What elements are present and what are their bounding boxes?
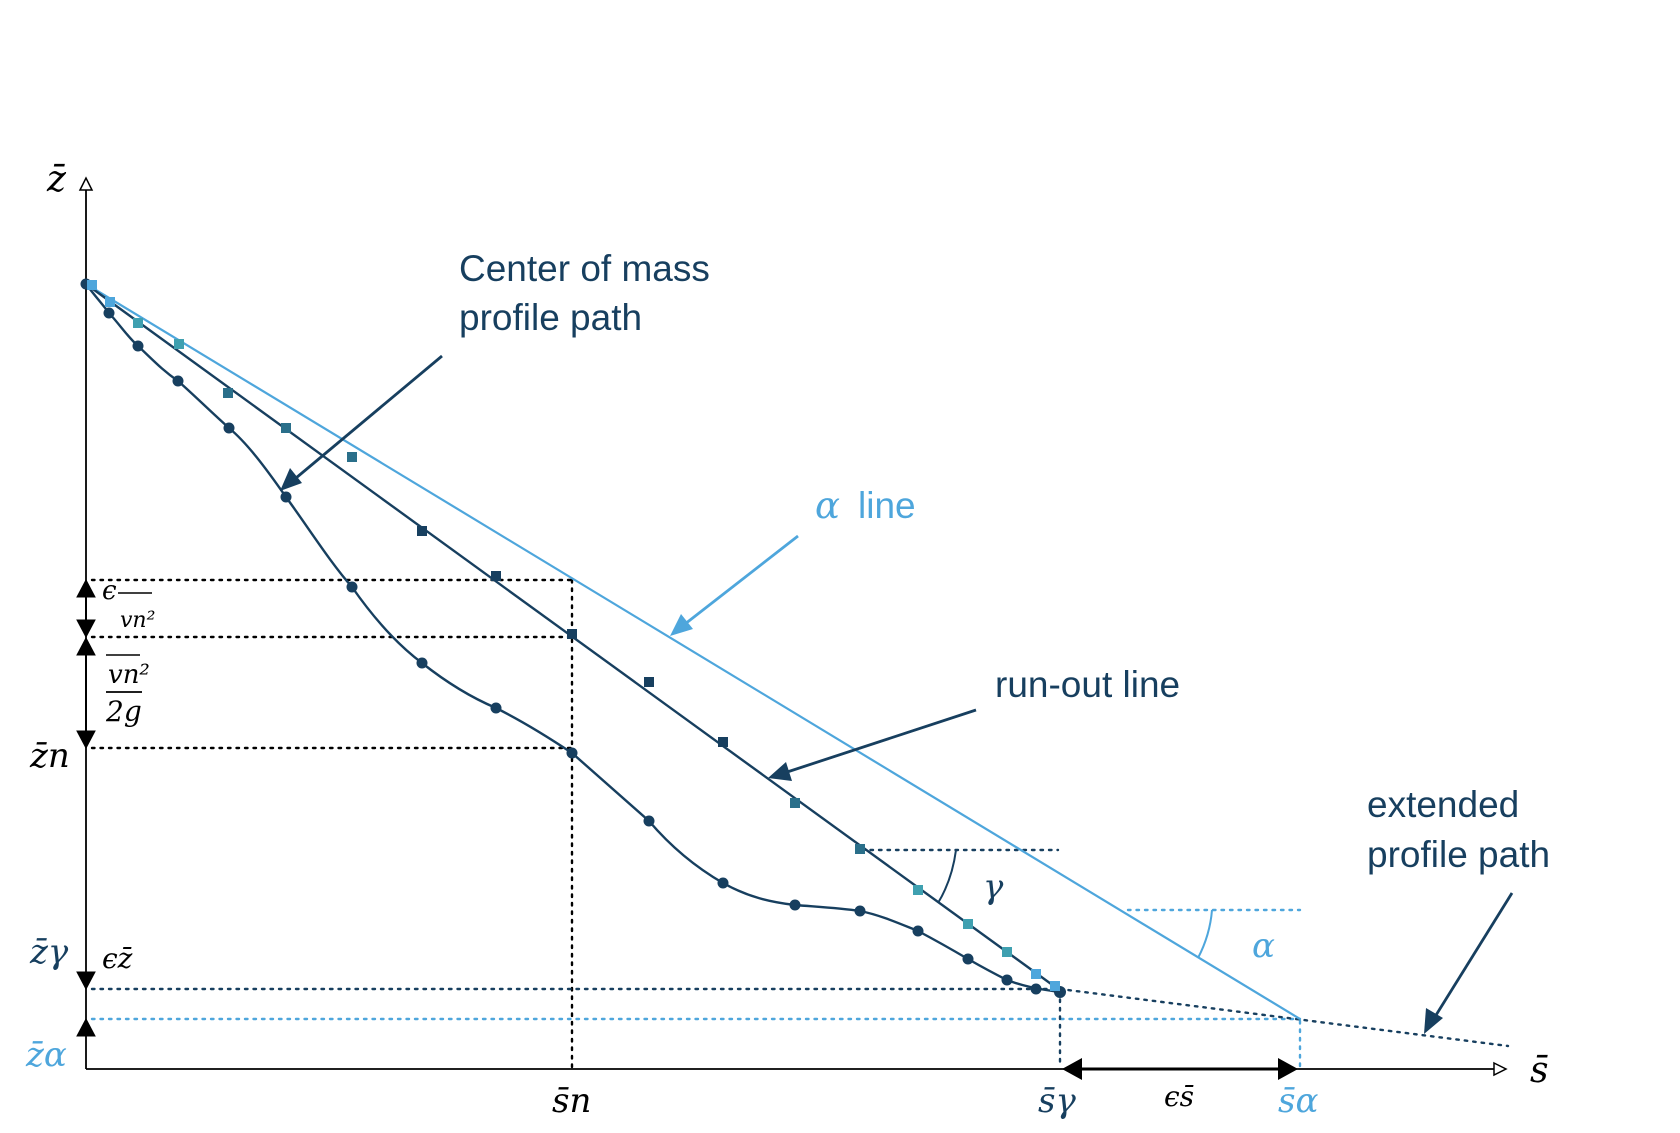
- path-point: [172, 375, 184, 387]
- z-axis-arrowhead: [78, 176, 94, 191]
- runout-line-arrowhead: [768, 762, 792, 781]
- path-point: [717, 877, 729, 889]
- path-point: [566, 747, 578, 759]
- path-point: [643, 815, 655, 827]
- path-point: [346, 581, 358, 593]
- center-of-mass-label-line1: Center of mass: [459, 248, 710, 289]
- gamma-angle-arc: [937, 849, 957, 904]
- runout-point: [133, 318, 143, 328]
- path-point: [490, 702, 502, 714]
- s-alpha-label: s̄α: [1278, 1081, 1318, 1121]
- eps-s-measurement: [1062, 1058, 1298, 1080]
- runout-line-arrow: [774, 708, 977, 778]
- profile-path-points: [80, 278, 1066, 998]
- runout-point: [644, 677, 654, 687]
- runout-point: [1050, 981, 1060, 991]
- alpha-angle-label: α: [1252, 926, 1275, 966]
- extended-path-arrow: [1426, 892, 1514, 1029]
- extended-path-arrowhead: [1424, 1008, 1443, 1034]
- s-axis-label: s̄: [1530, 1050, 1548, 1091]
- runout-point: [223, 388, 233, 398]
- runout-point: [105, 297, 115, 307]
- center-of-mass-label-line2: profile path: [459, 297, 642, 338]
- extended-profile-path-line: [1058, 987, 1510, 1048]
- s-gamma-label: s̄γ: [1038, 1081, 1076, 1121]
- path-point: [854, 905, 866, 917]
- runout-point: [1031, 969, 1041, 979]
- axes: [78, 176, 1508, 1077]
- s-n-label: s̄n: [552, 1081, 591, 1121]
- center-of-mass-arrowhead: [280, 468, 302, 491]
- path-point: [280, 491, 292, 503]
- v2-denominator: 2g: [105, 695, 142, 728]
- path-point: [132, 340, 144, 352]
- path-point: [962, 953, 974, 965]
- alpha-line-arrow: [675, 534, 799, 633]
- path-point: [789, 899, 801, 911]
- s-axis-arrowhead: [1493, 1061, 1508, 1077]
- center-of-mass-arrow: [283, 354, 443, 490]
- runout-point: [790, 798, 800, 808]
- alpha-line-word: line: [858, 485, 916, 526]
- path-point: [1001, 974, 1013, 986]
- path-point: [416, 657, 428, 669]
- runout-point: [855, 844, 865, 854]
- extended-path-label-line1: extended: [1367, 784, 1519, 825]
- z-alpha-label: z̄α: [25, 1035, 67, 1075]
- runout-point: [963, 919, 973, 929]
- runout-point: [913, 885, 923, 895]
- runout-point: [87, 280, 97, 290]
- path-point: [223, 422, 235, 434]
- eps-v-subscript: vn²: [120, 608, 155, 633]
- runout-point: [1002, 947, 1012, 957]
- eps-v-label: ϵ: [102, 576, 117, 606]
- eps-z-label: ϵz̄: [102, 942, 133, 975]
- left-measurements: [76, 578, 96, 1037]
- z-axis-label: z̄: [46, 159, 67, 200]
- path-point: [103, 307, 115, 319]
- v2-numerator: vn²: [108, 660, 150, 690]
- runout-point: [417, 526, 427, 536]
- gamma-angle-label: γ: [983, 867, 1004, 907]
- runout-points: [87, 280, 1060, 991]
- runout-point: [567, 629, 577, 639]
- path-point: [912, 925, 924, 937]
- z-n-label: z̄n: [29, 736, 70, 776]
- alpha-angle-arc: [1197, 909, 1213, 959]
- runout-point: [174, 339, 184, 349]
- runout-line-label: run-out line: [995, 664, 1180, 705]
- eps-s-label: ϵs̄: [1164, 1080, 1194, 1113]
- reference-lines: [90, 578, 1510, 1069]
- z-gamma-label: z̄γ: [29, 932, 69, 972]
- alpha-line-symbol: α: [815, 484, 840, 527]
- path-point: [1030, 983, 1042, 995]
- runout-point: [491, 571, 501, 581]
- extended-path-label-line2: profile path: [1367, 834, 1550, 875]
- alpha-line: [85, 283, 1301, 1020]
- runout-point: [347, 452, 357, 462]
- runout-point: [281, 423, 291, 433]
- alpha-line-arrowhead: [670, 614, 693, 636]
- runout-point: [718, 737, 728, 747]
